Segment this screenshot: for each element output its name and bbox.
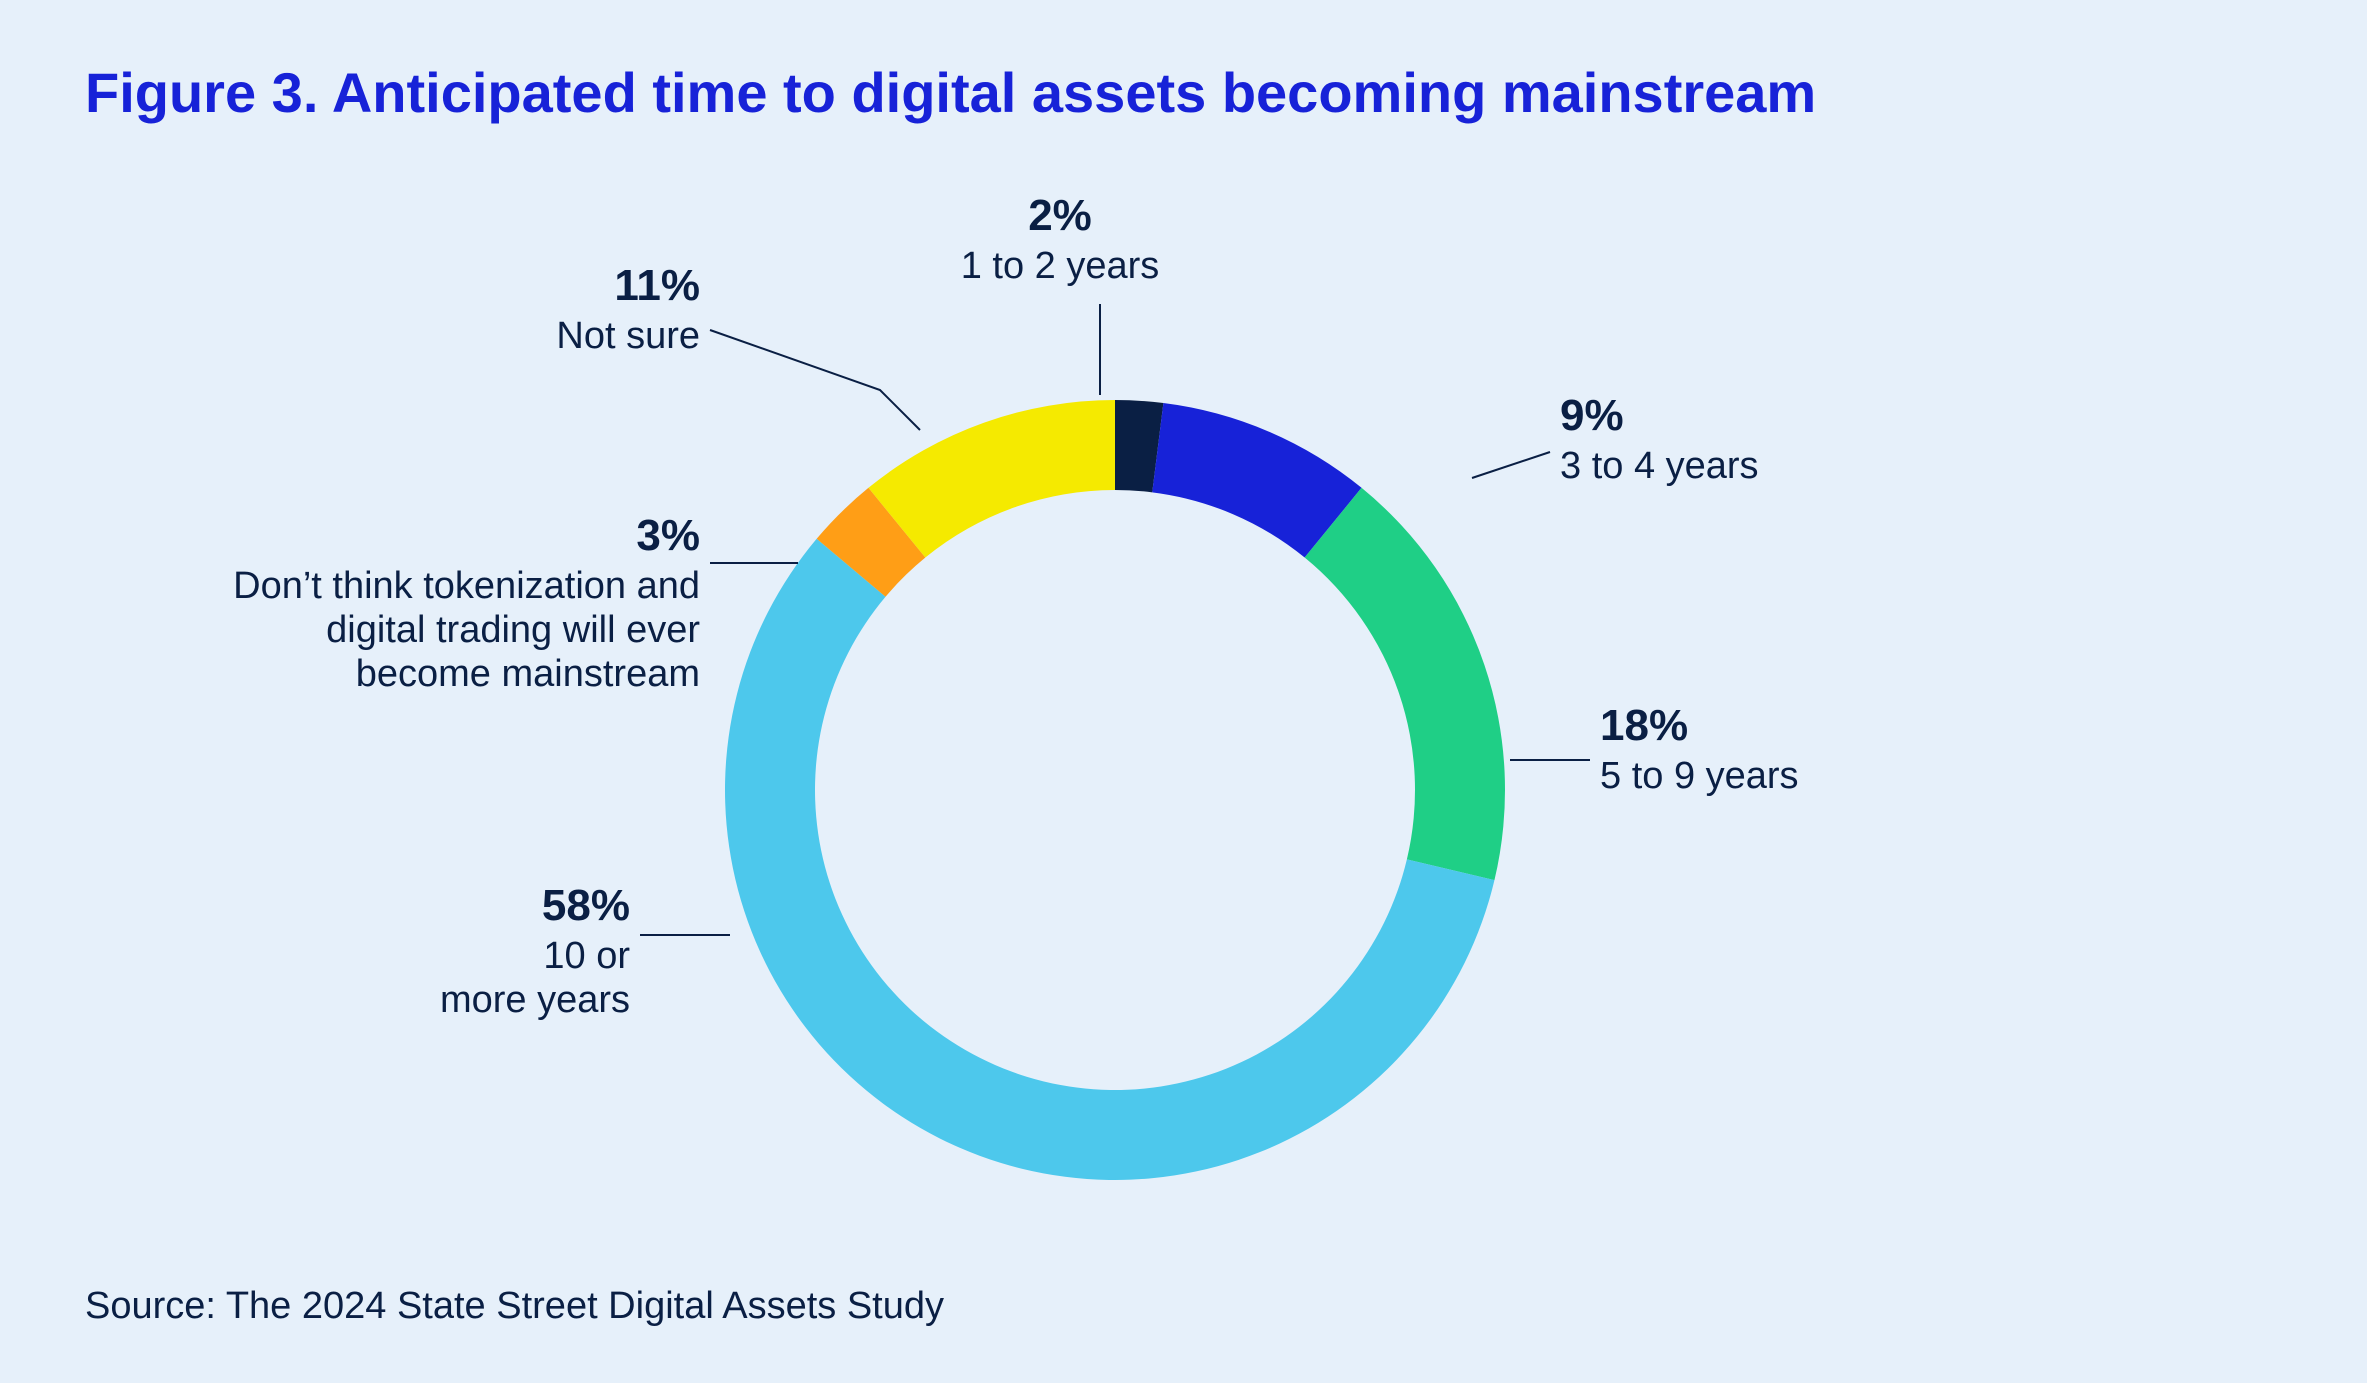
percent-5to9: 18%: [1600, 701, 1688, 750]
leader-3to4: [1472, 452, 1550, 478]
percent-3to4: 9%: [1560, 391, 1624, 440]
source-text: Source: The 2024 State Street Digital As…: [85, 1285, 944, 1328]
label-1to2-line0: 1 to 2 years: [961, 245, 1160, 287]
label-never-line2: become mainstream: [356, 653, 700, 695]
figure-container: { "title": "Figure 3. Anticipated time t…: [0, 0, 2367, 1383]
percent-10plus: 58%: [542, 881, 630, 930]
label-never-line1: digital trading will ever: [326, 609, 700, 651]
leader-notsure: [710, 330, 920, 430]
label-notsure-line0: Not sure: [556, 315, 700, 357]
label-10plus-line1: more years: [440, 979, 630, 1021]
label-5to9-line0: 5 to 9 years: [1600, 755, 1799, 797]
slice-5to9: [1305, 488, 1505, 880]
label-never-line0: Don’t think tokenization and: [233, 565, 700, 607]
percent-never: 3%: [636, 511, 700, 560]
percent-notsure: 11%: [614, 261, 700, 310]
label-3to4-line0: 3 to 4 years: [1560, 445, 1759, 487]
percent-1to2: 2%: [1028, 191, 1092, 240]
donut-chart: 2% 1 to 2 years 9% 3 to 4 years 18% 5 to 9 ye…: [0, 0, 2367, 1383]
label-10plus-line0: 10 or: [543, 935, 630, 977]
